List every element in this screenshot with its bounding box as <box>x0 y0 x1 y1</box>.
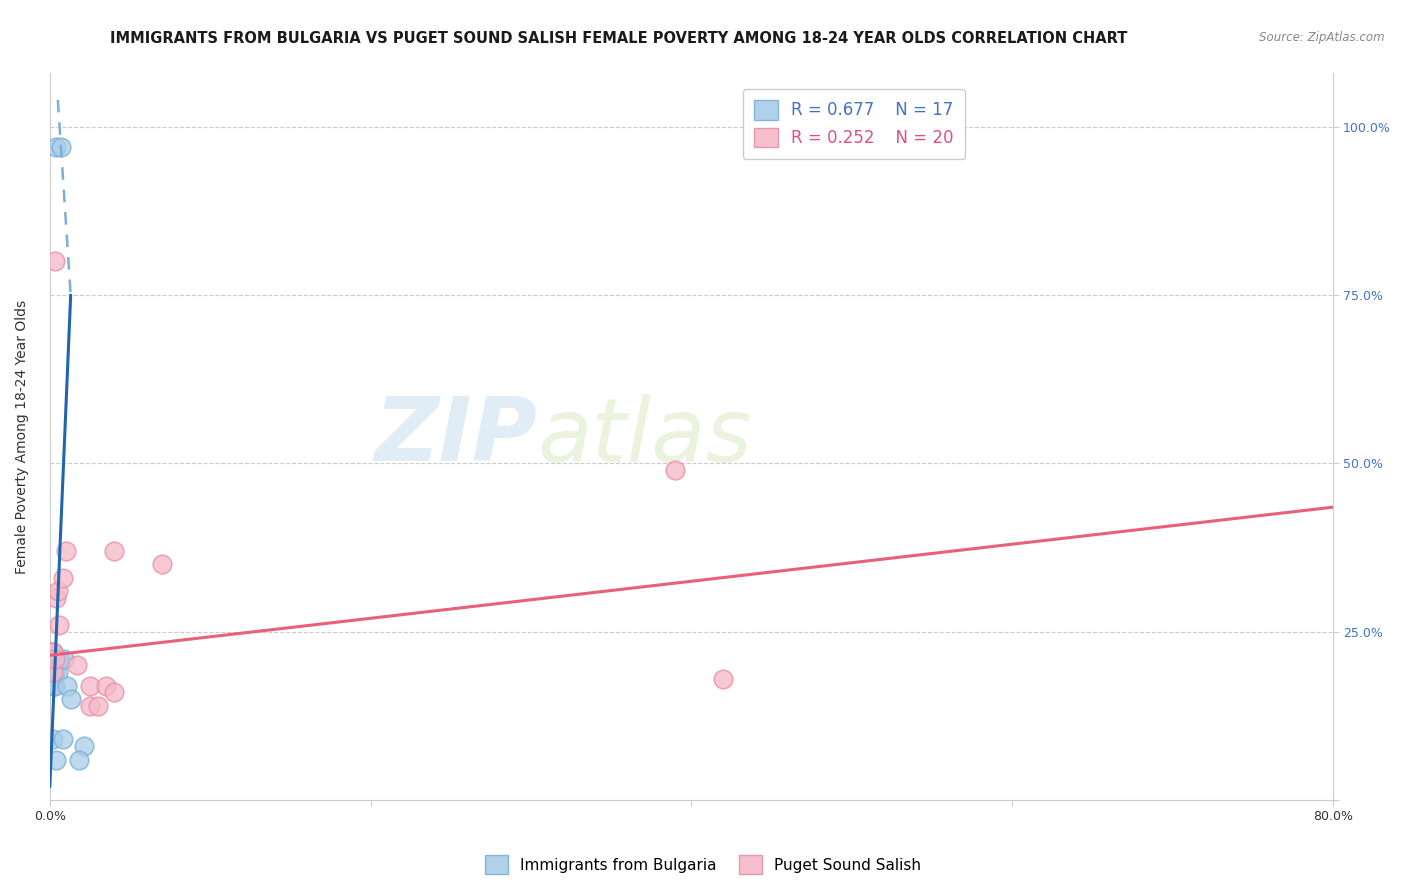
Point <box>59 692 82 706</box>
Point <box>45 753 67 767</box>
Point <box>150 558 173 572</box>
Point <box>46 584 69 599</box>
Point <box>664 463 686 477</box>
Point <box>44 254 66 268</box>
Point <box>41 658 63 673</box>
Point <box>49 140 72 154</box>
Point <box>55 544 77 558</box>
Point <box>711 672 734 686</box>
Point <box>103 544 125 558</box>
Point <box>87 698 110 713</box>
Point <box>52 571 75 585</box>
Point <box>46 665 69 680</box>
Point <box>94 679 117 693</box>
Point <box>67 753 90 767</box>
Point <box>42 679 65 693</box>
Point <box>103 685 125 699</box>
Point <box>45 591 67 606</box>
Text: Source: ZipAtlas.com: Source: ZipAtlas.com <box>1260 31 1385 45</box>
Point <box>42 665 65 680</box>
Point <box>42 645 65 659</box>
Point <box>44 679 66 693</box>
Point <box>45 140 67 154</box>
Legend: R = 0.677    N = 17, R = 0.252    N = 20: R = 0.677 N = 17, R = 0.252 N = 20 <box>742 88 965 159</box>
Point <box>42 732 65 747</box>
Point <box>44 651 66 665</box>
Text: IMMIGRANTS FROM BULGARIA VS PUGET SOUND SALISH FEMALE POVERTY AMONG 18-24 YEAR O: IMMIGRANTS FROM BULGARIA VS PUGET SOUND … <box>110 31 1128 46</box>
Point <box>79 698 101 713</box>
Point <box>42 645 65 659</box>
Point <box>79 679 101 693</box>
Point <box>48 618 70 632</box>
Legend: Immigrants from Bulgaria, Puget Sound Salish: Immigrants from Bulgaria, Puget Sound Sa… <box>478 849 928 880</box>
Point <box>66 658 89 673</box>
Text: ZIP: ZIP <box>374 393 537 480</box>
Point <box>56 679 79 693</box>
Y-axis label: Female Poverty Among 18-24 Year Olds: Female Poverty Among 18-24 Year Olds <box>15 300 30 574</box>
Point <box>48 651 70 665</box>
Point <box>41 645 63 659</box>
Point <box>52 732 75 747</box>
Point <box>44 665 66 680</box>
Text: atlas: atlas <box>537 393 752 480</box>
Point <box>72 739 94 754</box>
Point <box>53 651 76 665</box>
